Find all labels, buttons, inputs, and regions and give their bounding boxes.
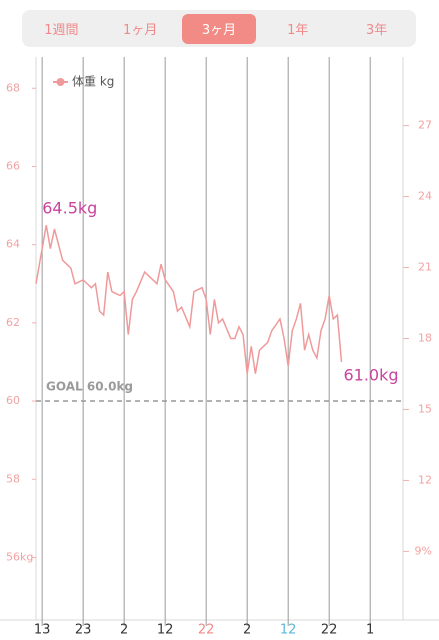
legend-dot: [56, 78, 65, 86]
y-tick-label: 60: [6, 394, 20, 407]
y-tick-label: 58: [6, 472, 20, 485]
x-tick-label: 22: [321, 623, 338, 638]
y-tick-label: 68: [6, 81, 20, 94]
x-tick-label: 2: [243, 623, 251, 638]
x-tick-label: 13: [34, 623, 51, 638]
x-tick-label: 23: [75, 623, 92, 638]
y-tick-label: 62: [6, 316, 20, 329]
tab[interactable]: 1年: [287, 23, 309, 38]
period-tabs: 1週間 1ヶ月 3ヶ月 1年 3年: [22, 10, 416, 47]
tab[interactable]: 1週間: [44, 23, 79, 38]
x-tick-label: 12: [157, 623, 174, 638]
value-label: 64.5kg: [42, 199, 97, 218]
tab[interactable]: 3ヶ月: [181, 13, 257, 44]
legend-label: 体重 kg: [72, 75, 114, 89]
y2-tick-label: 12: [418, 473, 432, 486]
tab[interactable]: 1ヶ月: [123, 23, 158, 38]
weight-line: [35, 224, 343, 374]
y2-tick-label: 27: [418, 119, 432, 132]
x-tick-label: 1: [366, 623, 374, 638]
y2-tick-label: 15: [418, 402, 432, 415]
value-label: 61.0kg: [343, 365, 398, 384]
y-tick-label: 64: [6, 238, 20, 251]
y-tick-label: 66: [6, 159, 20, 172]
y2-tick-label: 18: [418, 332, 432, 345]
y2-tick-label: 21: [418, 261, 432, 274]
x-tick-label: 2: [120, 623, 128, 638]
x-tick-label: 12: [280, 623, 297, 638]
y2-tick-label: 24: [418, 190, 432, 203]
x-tick-label: 22: [198, 623, 215, 638]
y2-tick-label: 9%: [415, 544, 432, 557]
y-tick-label: 56kg: [6, 550, 33, 563]
tab[interactable]: 3年: [365, 23, 388, 38]
goal-label: GOAL 60.0kg: [46, 380, 133, 394]
